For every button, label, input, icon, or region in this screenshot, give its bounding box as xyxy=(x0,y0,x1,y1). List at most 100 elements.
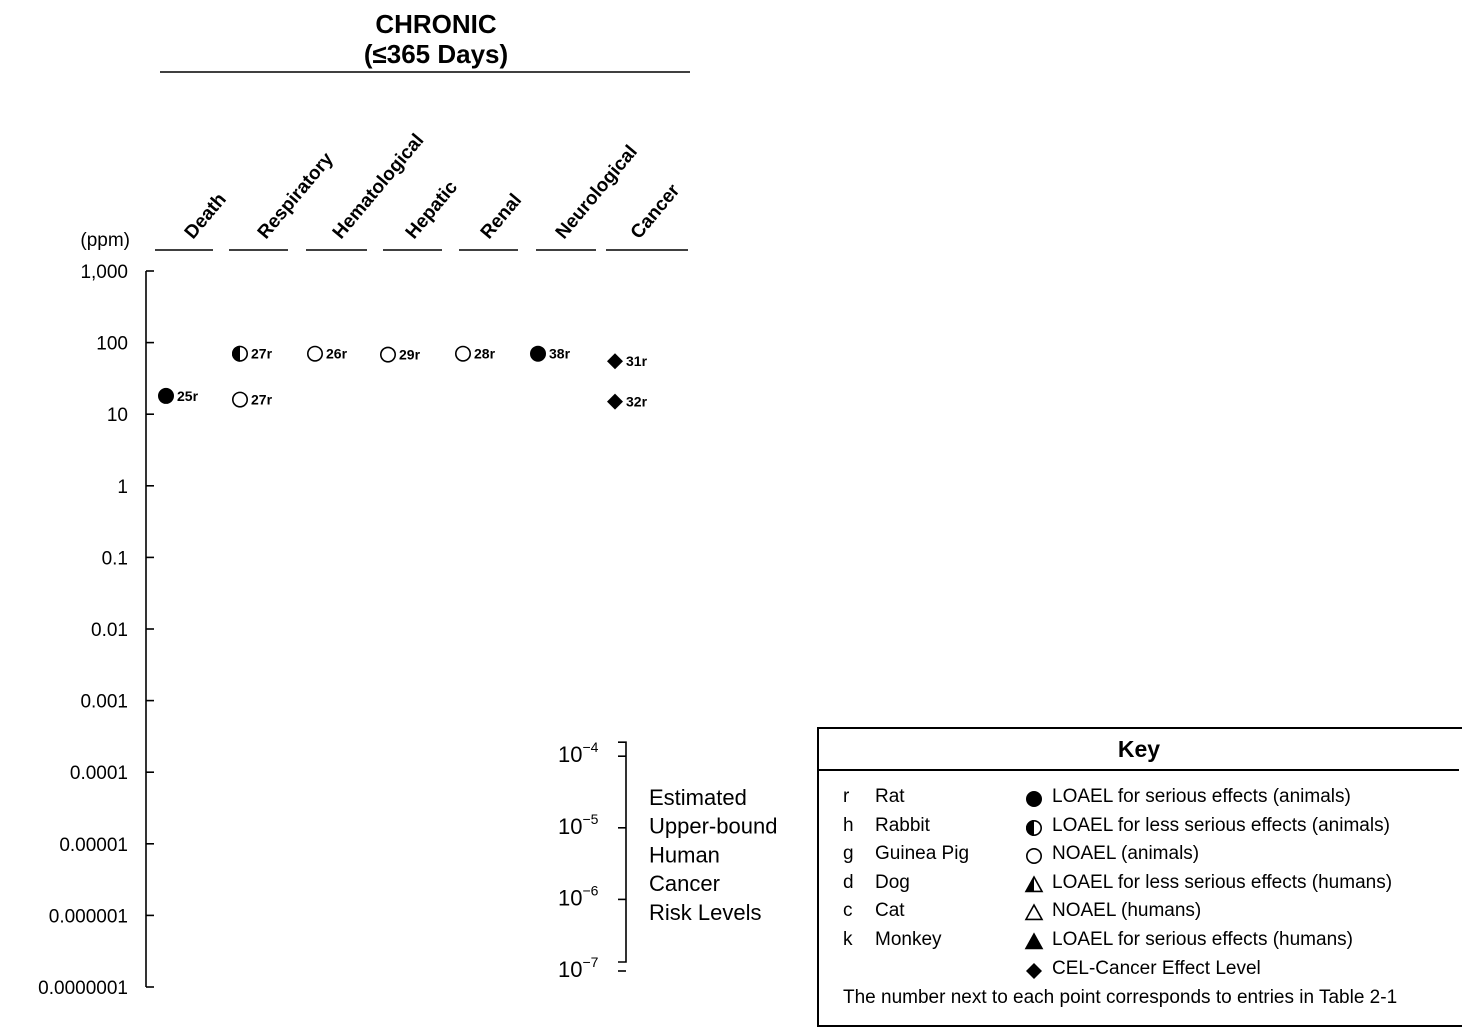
species-abbr: k xyxy=(843,929,853,950)
y-tick-label: 1,000 xyxy=(80,262,128,283)
species-abbr: c xyxy=(843,900,853,922)
category-label-renal: Renal xyxy=(477,190,526,243)
data-point: 31r xyxy=(607,353,648,370)
filled-circle-marker xyxy=(1026,791,1042,807)
key-symbol-text: NOAEL (humans) xyxy=(1052,900,1202,922)
species-name: Guinea Pig xyxy=(875,843,970,865)
open-circle-marker xyxy=(454,345,471,362)
half-triangle-icon xyxy=(1024,875,1044,892)
data-point: 25r xyxy=(158,387,199,404)
key-species-monkey: k Monkey xyxy=(843,929,942,951)
filled-circle-marker xyxy=(530,345,546,362)
y-tick-label: 0.1 xyxy=(102,548,128,569)
point-label: 25r xyxy=(177,388,199,404)
point-label: 27r xyxy=(251,346,273,362)
open-triangle-icon xyxy=(1024,903,1044,921)
y-tick-label: 1 xyxy=(117,477,128,498)
key-species-rat: r Rat xyxy=(843,786,905,808)
open-circle-marker xyxy=(1026,848,1042,865)
category-label-cancer: Cancer xyxy=(627,180,685,243)
species-name: Rat xyxy=(875,786,905,807)
open-circle-icon xyxy=(1026,848,1042,865)
key-symbol-filled-circle: LOAEL for serious effects (animals) xyxy=(1024,786,1462,812)
risk-level-label: 10−7 xyxy=(558,954,599,982)
data-point: 27r xyxy=(232,345,273,362)
point-label: 32r xyxy=(626,394,648,410)
legend-key: Key r Rat h Rabbit g Guinea Pig d Dog c Cat k Monke… xyxy=(817,727,1462,1027)
y-tick-label: 0.01 xyxy=(91,620,128,641)
y-tick-label: 0.0001 xyxy=(70,763,128,784)
half-circle-fill xyxy=(232,345,240,362)
key-symbol-filled-triangle: LOAEL for serious effects (humans) xyxy=(1024,929,1462,955)
key-symbol-text: LOAEL for less serious effects (humans) xyxy=(1052,871,1393,893)
key-species-cat: c Cat xyxy=(843,900,905,922)
y-axis-unit: (ppm) xyxy=(80,230,130,251)
y-tick-label: 0.00001 xyxy=(59,835,128,856)
risk-level-label: 10−4 xyxy=(558,739,599,767)
point-label: 38r xyxy=(549,346,571,362)
risk-caption-line: Risk Levels xyxy=(649,900,761,925)
y-tick-label: 0.0000001 xyxy=(38,978,128,999)
key-symbol-text: LOAEL for serious effects (humans) xyxy=(1052,929,1353,950)
category-label-death: Death xyxy=(181,189,231,243)
key-symbol-text: CEL-Cancer Effect Level xyxy=(1052,957,1261,979)
point-label: 29r xyxy=(399,347,421,363)
risk-caption-line: Upper-bound xyxy=(649,814,777,839)
key-species-guinea-pig: g Guinea Pig xyxy=(843,843,969,865)
species-abbr: d xyxy=(843,871,854,893)
filled-triangle-marker xyxy=(1024,932,1044,950)
key-symbol-half-circle: LOAEL for less serious effects (animals) xyxy=(1024,815,1462,841)
diamond-marker xyxy=(607,353,623,370)
key-symbol-half-triangle: LOAEL for less serious effects (humans) xyxy=(1024,872,1462,898)
risk-level-label: 10−6 xyxy=(558,882,599,910)
key-symbol-diamond: CEL-Cancer Effect Level xyxy=(1024,958,1462,984)
risk-bracket xyxy=(618,741,627,963)
point-label: 31r xyxy=(626,353,648,369)
species-abbr: h xyxy=(843,814,854,836)
open-circle-marker xyxy=(306,345,323,362)
key-symbol-open-circle: NOAEL (animals) xyxy=(1024,843,1462,869)
point-label: 28r xyxy=(474,346,496,362)
filled-triangle-icon xyxy=(1024,932,1044,950)
key-note: The number next to each point correspond… xyxy=(843,987,1398,1008)
key-species-rabbit: h Rabbit xyxy=(843,815,930,837)
risk-caption-line: Human xyxy=(649,842,720,867)
diamond-marker xyxy=(1026,962,1042,979)
data-point: 26r xyxy=(306,345,348,362)
data-point: 29r xyxy=(379,346,421,363)
category-label-hepatic: Hepatic xyxy=(402,177,462,243)
half-circle-icon xyxy=(1026,819,1042,836)
data-point: 32r xyxy=(607,393,648,410)
chart-title: CHRONIC xyxy=(375,9,497,39)
key-symbol-text: NOAEL (animals) xyxy=(1052,843,1200,865)
risk-caption-line: Estimated xyxy=(649,785,747,810)
y-tick-label: 10 xyxy=(107,405,128,426)
y-tick-label: 0.001 xyxy=(80,692,128,713)
key-species-dog: d Dog xyxy=(843,872,910,894)
data-point: 27r xyxy=(232,391,273,408)
species-name: Rabbit xyxy=(875,814,930,836)
point-label: 26r xyxy=(326,346,348,362)
open-circle-marker xyxy=(379,346,396,363)
species-name: Monkey xyxy=(875,929,942,950)
diamond-icon xyxy=(1026,962,1042,979)
y-tick-label: 100 xyxy=(96,334,128,355)
half-circle-fill xyxy=(1026,819,1034,836)
key-symbol-open-triangle: NOAEL (humans) xyxy=(1024,900,1462,926)
open-triangle-marker xyxy=(1024,903,1044,921)
species-abbr: r xyxy=(843,786,850,807)
data-point: 28r xyxy=(454,345,496,362)
data-point: 38r xyxy=(530,345,571,362)
species-name: Cat xyxy=(875,900,905,922)
filled-circle-icon xyxy=(1026,791,1042,807)
y-tick-label: 0.000001 xyxy=(49,906,128,927)
diamond-marker xyxy=(607,393,623,410)
point-label: 27r xyxy=(251,392,273,408)
chart-subtitle: (≤365 Days) xyxy=(364,39,508,69)
key-symbol-text: LOAEL for serious effects (animals) xyxy=(1052,786,1351,807)
filled-circle-marker xyxy=(158,387,174,404)
species-abbr: g xyxy=(843,843,854,865)
open-circle-marker xyxy=(232,391,249,408)
key-symbol-text: LOAEL for less serious effects (animals) xyxy=(1052,814,1390,836)
